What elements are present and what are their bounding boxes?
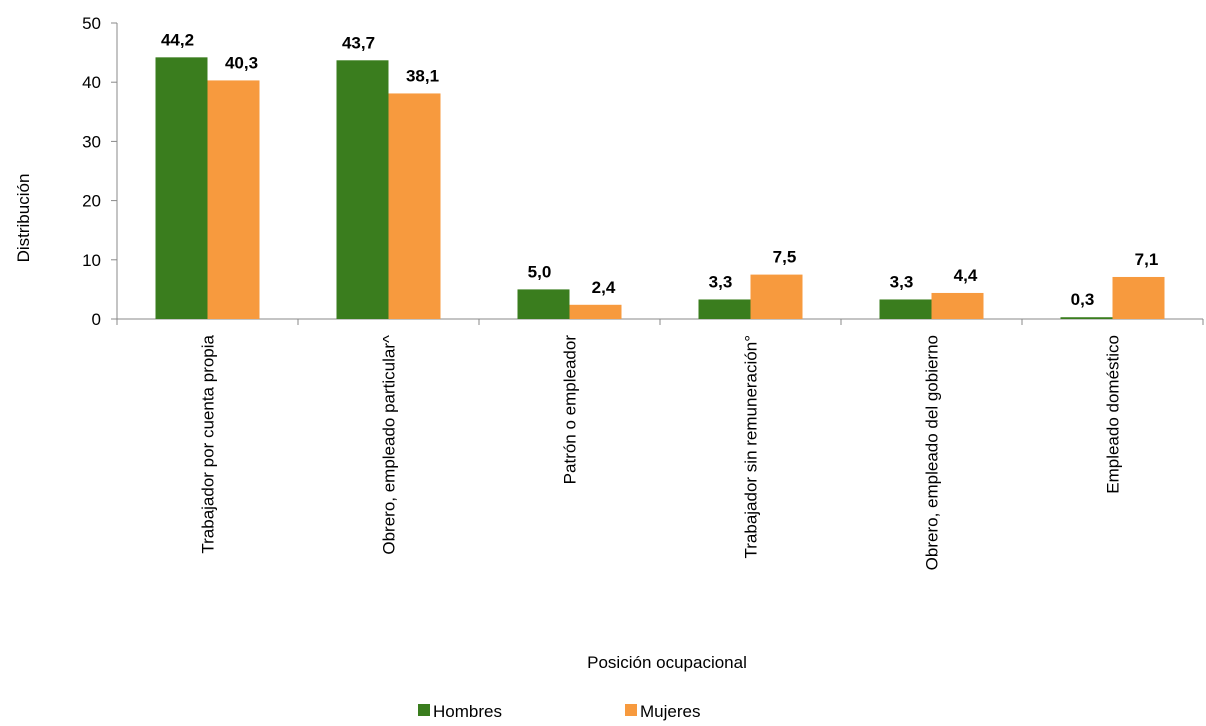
bar-mujeres: [931, 292, 984, 319]
y-tick-label: 20: [82, 192, 101, 211]
data-label-mujeres: 38,1: [406, 66, 439, 85]
bar-hombres: [1060, 317, 1113, 319]
category-label: Trabajador sin remuneración°: [742, 335, 761, 559]
legend-swatch-mujeres: [625, 704, 637, 716]
bar-mujeres: [388, 93, 441, 319]
data-label-hombres: 3,3: [709, 272, 733, 291]
category-label: Trabajador por cuenta propia: [199, 334, 218, 553]
bars: [155, 57, 1165, 320]
y-tick-label: 10: [82, 251, 101, 270]
y-axis-title: Distribución: [14, 174, 33, 263]
legend-label-mujeres: Mujeres: [640, 702, 700, 721]
y-tick-label: 30: [82, 132, 101, 151]
axes: 0 10 20 30 40 50: [82, 14, 1204, 329]
data-label-hombres: 44,2: [161, 30, 194, 49]
legend-swatch-hombres: [418, 704, 430, 716]
x-axis-title: Posición ocupacional: [587, 653, 747, 672]
y-tick-label: 50: [82, 14, 101, 33]
data-label-hombres: 43,7: [342, 33, 375, 52]
data-label-mujeres: 2,4: [592, 278, 616, 297]
category-label: Patrón o empleador: [561, 335, 580, 485]
legend: Hombres Mujeres: [418, 702, 700, 721]
bar-hombres: [879, 299, 932, 319]
data-label-hombres: 0,3: [1071, 290, 1095, 309]
category-label: Obrero, empleado del gobierno: [923, 335, 942, 570]
bar-mujeres: [207, 80, 260, 319]
bar-hombres: [336, 60, 389, 320]
category-label: Obrero, empleado particular^: [380, 335, 399, 555]
legend-label-hombres: Hombres: [433, 702, 502, 721]
data-label-mujeres: 7,1: [1135, 250, 1159, 269]
y-tick-label: 0: [92, 310, 101, 329]
data-label-hombres: 5,0: [528, 262, 552, 281]
y-tick-label: 40: [82, 73, 101, 92]
bar-hombres: [698, 299, 751, 319]
data-labels: 44,2 40,3 43,7 38,1 5,0 2,4 3,3 7,5 3,3 4,4 0,3 7,1: [161, 30, 1158, 309]
category-label: Empleado doméstico: [1104, 335, 1123, 494]
bar-mujeres: [750, 274, 803, 319]
category-labels: Trabajador por cuenta propia Obrero, empl…: [199, 334, 1123, 570]
data-label-hombres: 3,3: [890, 272, 914, 291]
data-label-mujeres: 7,5: [773, 248, 797, 267]
bar-mujeres: [1112, 276, 1165, 319]
data-label-mujeres: 40,3: [225, 53, 258, 72]
bar-mujeres: [569, 304, 622, 319]
data-label-mujeres: 4,4: [954, 266, 978, 285]
bar-hombres: [155, 57, 208, 319]
bar-hombres: [517, 289, 570, 319]
